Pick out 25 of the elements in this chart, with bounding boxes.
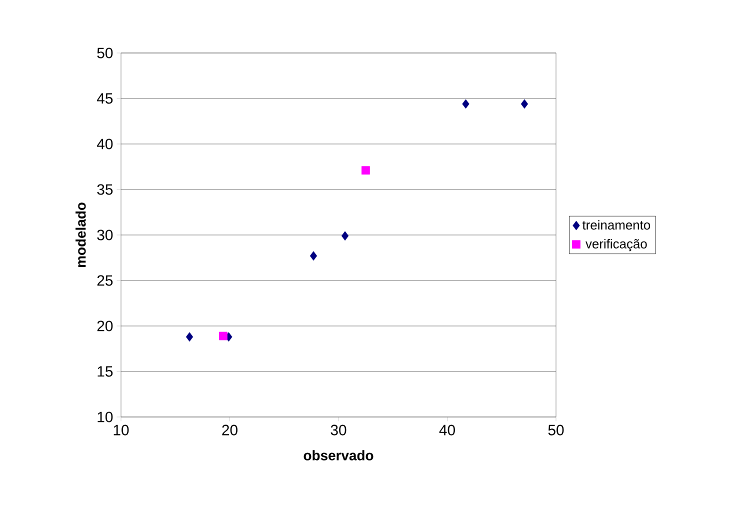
x-tick-label: 10: [114, 424, 129, 436]
point: [310, 251, 318, 261]
x-tick-label: 40: [439, 424, 455, 436]
point: [520, 99, 528, 109]
y-tick-label: 45: [96, 93, 113, 104]
point: [341, 231, 349, 241]
legend-label: verificação: [586, 238, 647, 252]
x-tick-label: 20: [222, 424, 238, 436]
point: [186, 332, 194, 342]
point: [462, 99, 470, 109]
y-tick-label: 50: [97, 48, 113, 58]
point: [219, 332, 228, 340]
x-tick-label: 30: [330, 424, 346, 436]
y-tick-label: 20: [97, 320, 113, 332]
y-axis-title: modelado: [76, 202, 86, 267]
x-axis-title: observado: [304, 450, 374, 460]
legend-label: treinamento: [582, 220, 650, 230]
y-tick-label: 10: [98, 412, 113, 422]
point: [361, 166, 370, 175]
y-tick-label: 40: [96, 138, 113, 150]
x-tick-label: 50: [548, 424, 564, 436]
y-tick-label: 15: [98, 366, 113, 377]
y-tick-label: 30: [97, 230, 113, 240]
y-tick-label: 35: [97, 184, 113, 195]
y-tick-label: 25: [97, 275, 113, 286]
